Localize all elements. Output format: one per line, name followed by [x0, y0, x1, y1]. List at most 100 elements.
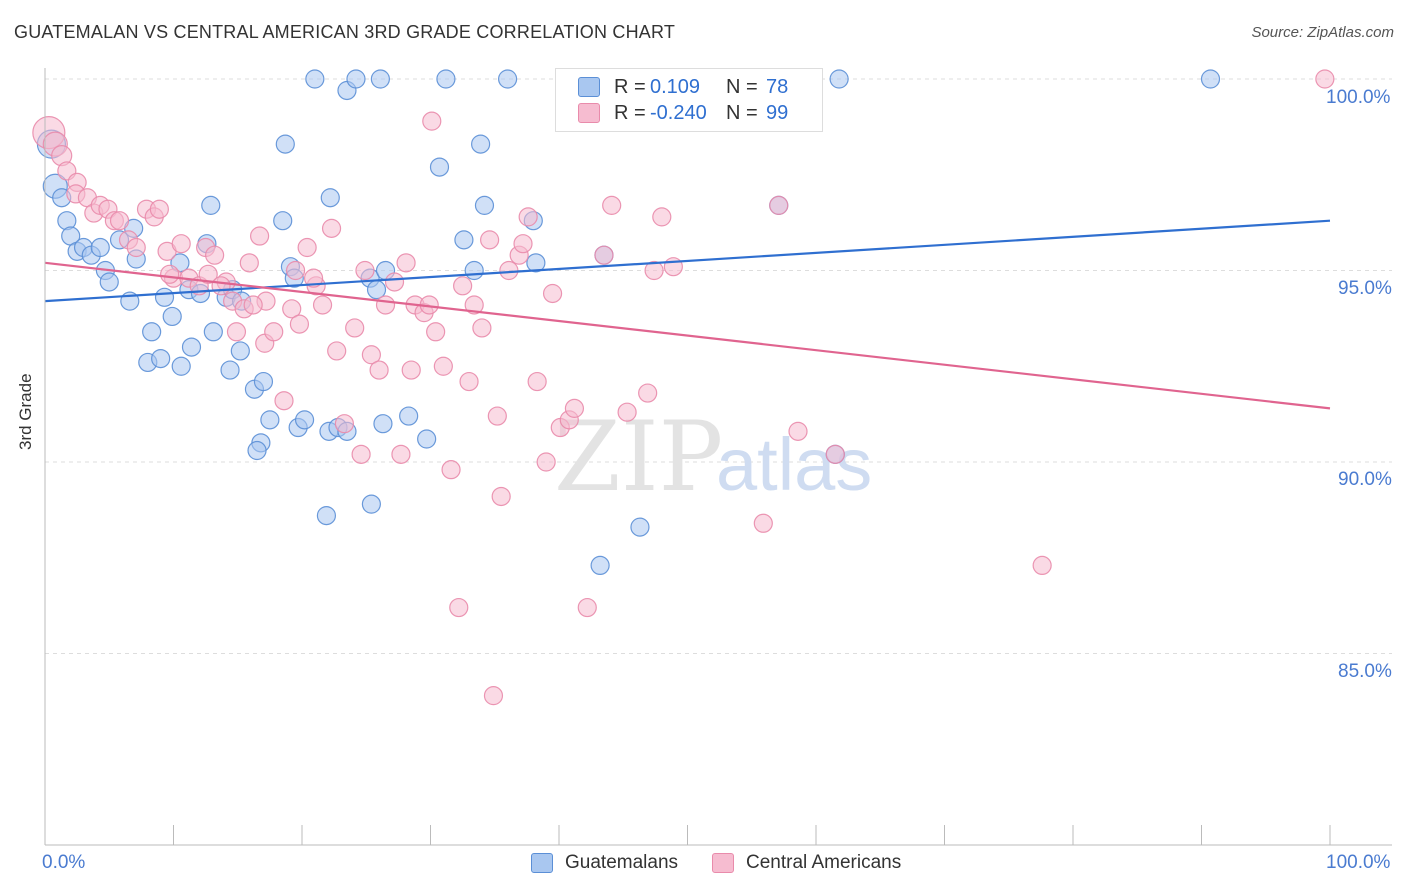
central-american-point: [401, 360, 421, 380]
pink-swatch-icon: [578, 103, 600, 123]
central-american-point: [289, 314, 310, 334]
guatemalan-point: [316, 506, 337, 526]
central-american-point: [334, 414, 355, 434]
central-american-point: [297, 237, 317, 258]
legend-item-central-americans[interactable]: Central Americans: [712, 852, 901, 874]
guatemalan-point: [498, 69, 518, 89]
guatemalan-point: [526, 253, 546, 273]
central-american-point: [536, 452, 556, 472]
guatemalan-point: [247, 440, 267, 461]
central-american-point: [499, 260, 519, 281]
central-american-point: [249, 226, 270, 246]
central-american-point: [303, 268, 324, 288]
guatemalan-point: [220, 360, 240, 380]
central-american-point: [355, 260, 375, 281]
r-value: 0.109: [650, 75, 701, 98]
central-american-trend-line: [44, 261, 1331, 410]
central-american-point: [126, 237, 146, 258]
guatemalan-point: [201, 195, 221, 215]
guatemalan-point: [370, 69, 390, 89]
central-american-point: [312, 295, 333, 315]
central-american-point: [327, 341, 347, 361]
central-american-point: [638, 383, 658, 403]
central-american-point: [433, 356, 453, 376]
central-american-point: [285, 260, 306, 281]
watermark-zip: ZIP: [554, 401, 723, 513]
r-label: R =: [614, 101, 646, 124]
central-american-point: [825, 444, 845, 464]
guatemalan-point: [320, 188, 340, 208]
central-american-point: [375, 295, 396, 315]
central-american-point: [239, 253, 259, 273]
central-american-point: [483, 686, 504, 706]
central-american-point: [422, 111, 442, 131]
central-american-point: [449, 597, 469, 618]
central-american-point: [472, 318, 492, 338]
guatemalan-point: [162, 306, 182, 327]
guatemalan-point: [171, 356, 191, 376]
central-american-point: [644, 260, 664, 281]
guatemalan-point: [273, 211, 293, 231]
central-american-point: [753, 513, 773, 533]
guatemalan-point: [275, 134, 295, 154]
trend-layer: [44, 219, 1331, 410]
central-american-point: [577, 597, 597, 618]
y-tick-label-90: 90.0%: [1338, 469, 1392, 490]
central-american-point: [211, 276, 231, 296]
watermark: ZIP atlas: [554, 401, 872, 513]
central-american-point: [542, 283, 563, 304]
guatemalan-point: [346, 69, 366, 89]
guatemalan-point: [471, 134, 491, 154]
guatemalan-point: [99, 272, 119, 292]
central-american-point: [602, 195, 622, 215]
central-american-point: [769, 195, 789, 215]
central-american-point: [384, 272, 405, 292]
correlation-legend: R = 0.109 N = 78 R = -0.240 N = 99: [555, 68, 823, 132]
r-label: R =: [614, 75, 646, 98]
y-tick-label-85: 85.0%: [1338, 661, 1392, 682]
central-american-point: [480, 230, 500, 250]
axis-layer: [44, 68, 1392, 846]
central-american-point: [518, 207, 538, 227]
guatemalan-point: [399, 406, 419, 426]
blue-swatch-icon: [531, 853, 553, 873]
n-label: N =: [726, 75, 758, 98]
central-american-point: [564, 398, 585, 418]
guatemalan-point: [454, 230, 474, 250]
central-american-point: [491, 486, 511, 507]
series-legend: Guatemalans Central Americans: [0, 852, 1406, 878]
central-american-point: [788, 421, 808, 441]
central-american-point: [149, 199, 169, 219]
central-american-point: [160, 264, 180, 284]
guatemalan-point: [253, 371, 274, 392]
x-tick-label-max: 100.0%: [1326, 852, 1391, 873]
central-american-point: [652, 207, 672, 227]
central-american-point: [1032, 555, 1052, 576]
chart-title: GUATEMALAN VS CENTRAL AMERICAN 3RD GRADE…: [14, 22, 676, 42]
y-axis-label: 3rd Grade: [16, 373, 35, 450]
y-tick-label-100: 100.0%: [1326, 87, 1391, 108]
blue-swatch-icon: [578, 77, 600, 97]
n-label: N =: [726, 101, 758, 124]
central-american-point: [274, 391, 294, 411]
legend-item-guatemalans[interactable]: Guatemalans: [531, 852, 678, 874]
guatemalan-point: [373, 414, 393, 434]
n-value: 78: [766, 75, 789, 98]
guatemalan-point: [829, 69, 849, 89]
central-american-point: [345, 318, 365, 338]
legend-row-guatemalans: R = 0.109 N = 78: [578, 75, 788, 99]
legend-label-guatemalans: Guatemalans: [565, 852, 679, 873]
central-american-point: [464, 295, 484, 315]
guatemalan-point: [436, 69, 456, 89]
central-american-point: [198, 264, 218, 284]
central-american-point: [396, 253, 416, 273]
central-american-point: [171, 234, 191, 254]
central-american-point: [1315, 69, 1335, 89]
pink-swatch-icon: [712, 853, 734, 873]
central-american-point: [369, 360, 389, 380]
guatemalan-point: [590, 555, 610, 576]
y-tick-label-95: 95.0%: [1338, 278, 1392, 299]
central-american-point: [321, 218, 342, 238]
guatemalan-point: [154, 287, 175, 307]
central-american-point: [426, 322, 446, 342]
